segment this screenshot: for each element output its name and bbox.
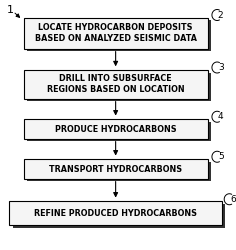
FancyBboxPatch shape <box>24 18 208 49</box>
Text: 2: 2 <box>218 10 223 20</box>
FancyBboxPatch shape <box>24 159 208 179</box>
Text: 6: 6 <box>230 195 236 204</box>
Text: TRANSPORT HYDROCARBONS: TRANSPORT HYDROCARBONS <box>49 164 182 173</box>
FancyBboxPatch shape <box>9 201 222 225</box>
Text: 1: 1 <box>7 5 14 15</box>
FancyBboxPatch shape <box>13 204 225 228</box>
FancyBboxPatch shape <box>27 122 211 141</box>
Text: 5: 5 <box>218 152 223 161</box>
FancyBboxPatch shape <box>27 162 211 181</box>
FancyBboxPatch shape <box>24 70 208 99</box>
FancyBboxPatch shape <box>24 119 208 139</box>
Text: PRODUCE HYDROCARBONS: PRODUCE HYDROCARBONS <box>55 124 177 134</box>
Text: LOCATE HYDROCARBON DEPOSITS
BASED ON ANALYZED SEISMIC DATA: LOCATE HYDROCARBON DEPOSITS BASED ON ANA… <box>35 23 197 43</box>
Text: REFINE PRODUCED HYDROCARBONS: REFINE PRODUCED HYDROCARBONS <box>34 208 197 218</box>
Text: 4: 4 <box>218 112 223 121</box>
Text: 3: 3 <box>218 63 223 72</box>
Text: DRILL INTO SUBSURFACE
REGIONS BASED ON LOCATION: DRILL INTO SUBSURFACE REGIONS BASED ON L… <box>47 74 185 94</box>
FancyBboxPatch shape <box>27 72 211 101</box>
FancyBboxPatch shape <box>27 20 211 51</box>
